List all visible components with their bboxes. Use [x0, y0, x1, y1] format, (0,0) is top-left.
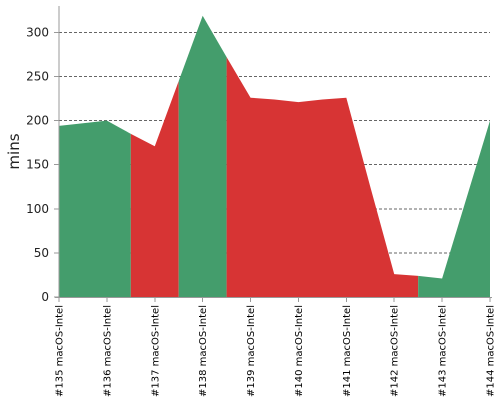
x-tick-label-1: #136 macOS-Intel	[102, 305, 113, 397]
area-band-fail-1	[130, 80, 179, 297]
y-tick-label-200: 200	[26, 114, 49, 128]
area-band-fail-3	[226, 57, 419, 298]
area-band-pass-2	[178, 15, 227, 297]
area-band-pass-0	[59, 120, 131, 297]
x-tick-label-2: #137 macOS-Intel	[150, 305, 161, 397]
y-tick-labels: 0 50 100 150 200 250 300	[26, 25, 49, 304]
axes	[54, 6, 492, 302]
y-tick-label-150: 150	[26, 158, 49, 172]
y-axis-title: mins	[5, 133, 23, 169]
x-tick-label-0: #135 macOS-Intel	[55, 305, 66, 397]
x-tick-label-8: #143 macOS-Intel	[438, 305, 449, 397]
y-tick-label-0: 0	[41, 290, 49, 304]
x-tick-label-9: #144 macOS-Intel	[486, 305, 497, 397]
x-tick-label-4: #139 macOS-Intel	[246, 305, 257, 397]
x-tick-labels: #135 macOS-Intel #136 macOS-Intel #137 mac…	[55, 305, 497, 397]
x-tick-label-3: #138 macOS-Intel	[198, 305, 209, 397]
area-bands	[59, 15, 490, 298]
x-tick-label-7: #142 macOS-Intel	[390, 305, 401, 397]
y-tick-label-300: 300	[26, 25, 49, 39]
x-tick-label-5: #140 macOS-Intel	[294, 305, 305, 397]
y-tick-label-100: 100	[26, 202, 49, 216]
x-tick-label-6: #141 macOS-Intel	[342, 305, 353, 397]
y-tick-label-250: 250	[26, 70, 49, 84]
y-tick-label-50: 50	[34, 246, 49, 260]
area-band-pass-4	[418, 120, 490, 297]
